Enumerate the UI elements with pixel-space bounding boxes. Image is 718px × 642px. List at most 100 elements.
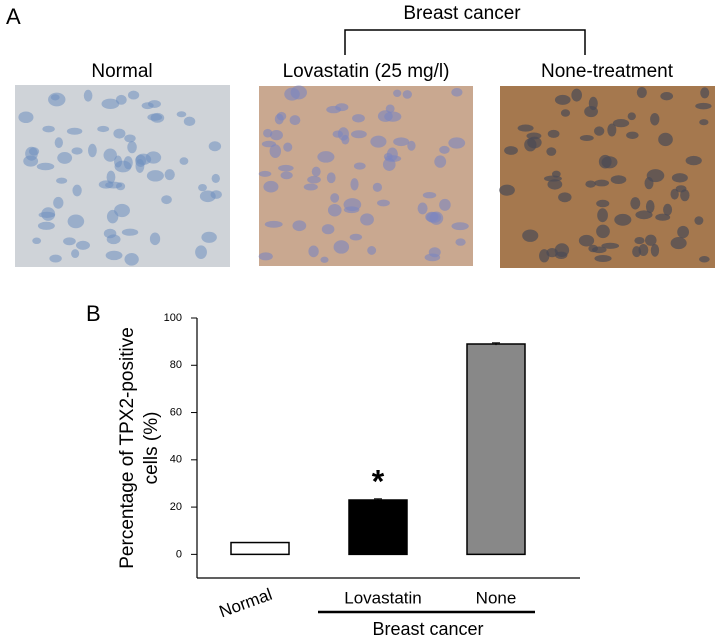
cell (72, 184, 82, 197)
cell (632, 246, 642, 258)
cell (527, 136, 542, 149)
cell (127, 90, 140, 100)
x-tick-label: Normal (217, 585, 275, 622)
cell (677, 225, 690, 239)
cell (269, 144, 282, 159)
group-label: Breast cancer (372, 619, 483, 639)
bar (466, 343, 526, 556)
y-tick-label: 60 (170, 406, 182, 418)
cell (596, 224, 610, 239)
cell (646, 169, 665, 183)
cell (326, 105, 342, 114)
cell (670, 237, 687, 250)
cell (87, 143, 97, 158)
cell (179, 157, 189, 165)
cell (585, 180, 596, 188)
cell (307, 175, 321, 184)
cell (635, 210, 653, 220)
cell (522, 229, 539, 242)
cell (547, 129, 560, 138)
cell (53, 196, 64, 209)
cell (161, 195, 172, 205)
cell (311, 166, 321, 177)
y-tick-label: 100 (164, 312, 182, 324)
cell (113, 128, 126, 139)
cell (539, 249, 550, 263)
cell (612, 118, 630, 128)
cell (526, 132, 542, 140)
cell (700, 87, 710, 99)
cell (326, 172, 336, 184)
cell (289, 115, 301, 126)
cell (554, 94, 571, 105)
cell (352, 114, 365, 123)
cell (195, 245, 207, 259)
cell (402, 90, 412, 99)
cell (135, 159, 145, 173)
image-title: Lovastatin (25 mg/l) (283, 61, 450, 82)
cell (601, 242, 620, 249)
cell (198, 183, 207, 192)
cell (37, 221, 55, 230)
cell (83, 89, 93, 102)
cell (124, 252, 139, 266)
cell (103, 148, 117, 162)
cell (36, 162, 55, 171)
cell (124, 134, 136, 143)
cell (284, 87, 300, 101)
cell (384, 111, 402, 122)
cell (370, 135, 387, 148)
cell (145, 151, 162, 164)
cell (658, 132, 673, 147)
cell (377, 199, 390, 207)
cell (451, 88, 463, 97)
cell (201, 231, 217, 243)
cell (269, 130, 283, 141)
cell (610, 175, 627, 185)
cell (655, 213, 671, 221)
cell (558, 192, 572, 203)
cell (258, 252, 273, 261)
cell (76, 240, 90, 250)
y-tick-label: 20 (170, 501, 182, 513)
cell (97, 125, 110, 133)
cell (634, 236, 645, 245)
cell (663, 203, 673, 216)
cell (350, 178, 359, 191)
cell (147, 113, 163, 121)
cell (353, 162, 366, 170)
cell (66, 127, 83, 135)
cell (264, 220, 283, 228)
cell (670, 188, 679, 200)
y-axis-title: cells (%) (141, 412, 162, 485)
cell (592, 246, 607, 254)
cell (598, 154, 612, 169)
cell (263, 180, 279, 193)
cell (106, 234, 121, 245)
cell (680, 189, 690, 202)
cell (114, 203, 130, 218)
cell (372, 182, 383, 192)
cell (54, 137, 63, 149)
cell (594, 179, 610, 187)
cell (360, 213, 374, 226)
cell (149, 232, 161, 246)
cell (332, 130, 343, 138)
cell (349, 233, 363, 241)
bar (348, 499, 408, 556)
cell (645, 200, 655, 214)
cell (63, 237, 76, 246)
cell (283, 142, 293, 152)
cell (308, 245, 319, 258)
cell (183, 116, 196, 126)
panel-label: B (86, 301, 101, 326)
cell (546, 147, 557, 156)
cell (597, 208, 608, 223)
annotation: * (372, 463, 385, 499)
cell (127, 141, 137, 154)
cell (330, 193, 340, 203)
cell (455, 238, 466, 246)
cell (303, 183, 318, 191)
cell (543, 175, 562, 182)
